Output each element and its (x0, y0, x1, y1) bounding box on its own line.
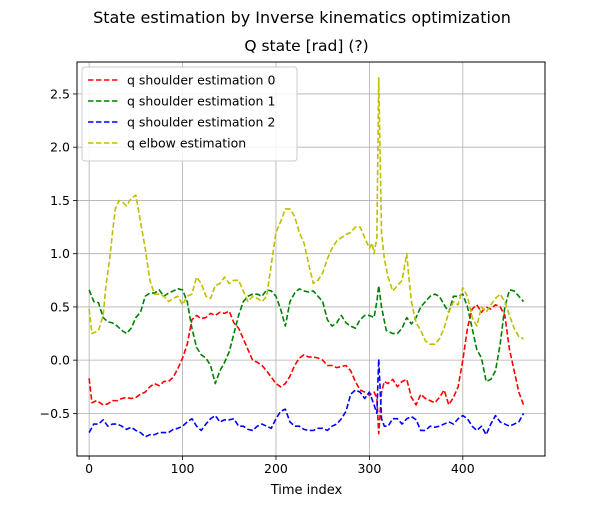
x-tick-label: 100 (171, 461, 195, 476)
y-tick-label: 1.0 (50, 246, 70, 261)
chart-title: Q state [rad] (?) (244, 37, 369, 55)
y-axis-ticks: −0.5 0.0 0.5 1.0 1.5 2.0 2.5 (40, 86, 77, 421)
y-tick-label: 0.5 (50, 299, 70, 314)
x-tick-label: 200 (264, 461, 288, 476)
series-lines (88, 77, 525, 438)
figure-suptitle: State estimation by Inverse kinematics o… (93, 8, 511, 27)
y-tick-label: 2.5 (50, 86, 70, 101)
x-axis-ticks: 0 100 200 300 400 (85, 456, 475, 476)
x-tick-label: 300 (357, 461, 381, 476)
series-line-1 (88, 284, 525, 385)
series-line-0 (88, 303, 525, 435)
y-tick-label: 1.5 (50, 193, 70, 208)
legend-label-0: q shoulder estimation 0 (127, 73, 275, 88)
series-line-2 (88, 358, 525, 438)
x-tick-label: 400 (451, 461, 475, 476)
y-tick-label: 0.0 (50, 353, 70, 368)
series-line-3 (88, 77, 524, 345)
y-tick-label: −0.5 (40, 406, 70, 421)
legend-label-3: q elbow estimation (127, 136, 246, 151)
axes-frame (76, 61, 546, 457)
legend-box (81, 66, 298, 162)
legend-label-1: q shoulder estimation 1 (127, 94, 275, 109)
grid-lines (77, 62, 545, 456)
y-tick-label: 2.0 (50, 140, 70, 155)
legend: q shoulder estimation 0 q shoulder estima… (81, 66, 298, 162)
x-tick-label: 0 (85, 461, 93, 476)
legend-label-2: q shoulder estimation 2 (127, 115, 275, 130)
x-axis-label: Time index (270, 483, 343, 498)
